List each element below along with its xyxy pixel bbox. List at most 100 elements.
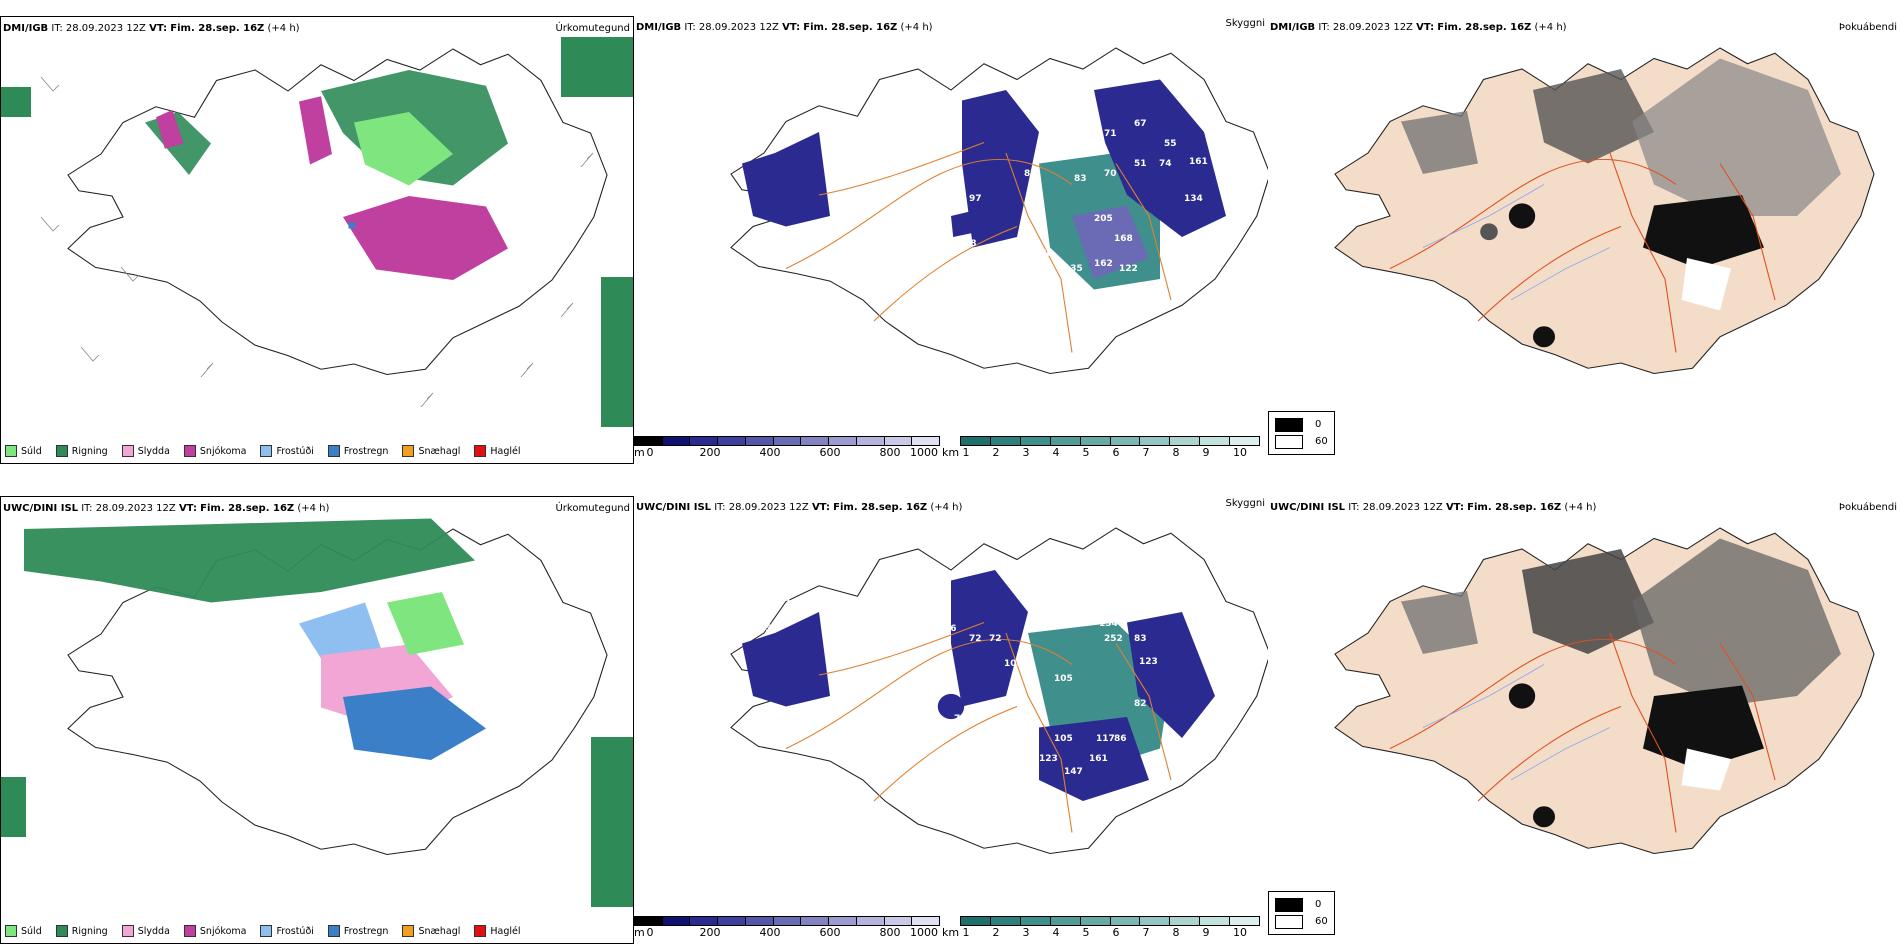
ceiling-value: 56 [944,624,957,634]
panel-title: UWC/DINI ISL IT: 28.09.2023 12Z VT: Fim.… [3,503,330,514]
panel-title: DMI/IGB IT: 28.09.2023 12Z VT: Fim. 28.s… [636,22,933,33]
ceiling-value: 70 [954,714,967,724]
ceiling-value: 71 [1104,129,1117,139]
ceiling-value: 72 [969,634,982,644]
precip-type-panel-bottom: UWC/DINI ISL IT: 28.09.2023 12Z VT: Fim.… [0,496,634,944]
ceiling-value-labels: 91 89 70 78 80 87 71 67 80 83 70 51 55 7… [734,99,1208,304]
ceiling-value: 97 [969,194,982,204]
precip-legend: Súld Rigning Slydda Snjókoma Frostúði Fr… [5,925,521,937]
legend-item: Slydda [121,925,170,937]
legend-item: Rigning [55,925,108,937]
panel-title: UWC/DINI ISL IT: 28.09.2023 12Z VT: Fim.… [1270,502,1597,513]
ceiling-value: 161 [1189,157,1208,167]
ceiling-colorbar-labels: m 0 200 400 600 800 1000 [634,446,938,459]
ceiling-value: 205 [1094,214,1113,224]
ceiling-value-labels: 75 70 85 73 56 72 72 118 121 83 71 73 15… [759,584,1158,777]
ceiling-colorbar-labels: m 0 200 400 600 800 1000 [634,926,938,939]
legend-item: 60 [1275,913,1328,930]
legend-item: Súld [5,925,42,937]
ceiling-value: 80 [1054,134,1067,144]
param-name: Skyggni [1225,18,1265,29]
ceiling-value: 82 [1024,169,1037,179]
precip-legend: Súld Rigning Slydda Snjókoma Frostúði Fr… [5,445,521,457]
ceiling-value: 82 [1134,699,1147,709]
ceiling-value: 123 [1039,754,1058,764]
legend-swatch [402,925,415,937]
ceiling-value: 73 [1129,589,1142,599]
ceiling-map: 91 89 70 78 80 87 71 67 80 83 70 51 55 7… [730,47,1268,375]
legend-item: Haglél [474,925,521,937]
legend-item: 60 [1275,433,1328,450]
legend-swatch [1275,897,1303,912]
legend-item: Snæhagl [402,925,460,937]
ceiling-value: 86 [1114,734,1127,744]
ceiling-value: 70 [1104,169,1117,179]
ceiling-value: 83 [1134,634,1147,644]
ceiling-value: 88 [964,239,977,249]
ceiling-value: 67 [1134,119,1147,129]
panel-title: DMI/IGB IT: 28.09.2023 12Z VT: Fim. 28.s… [1270,22,1567,33]
ceiling-value: 83 [1074,174,1087,184]
ceiling-value: 83 [1084,589,1097,599]
ceiling-value: 118 [1034,599,1053,609]
legend-swatch [260,445,273,457]
precip-map [1,518,633,907]
legend-item: Snjókoma [183,925,246,937]
ceiling-value: 105 [1054,734,1073,744]
ceiling-value: 85 [759,624,772,634]
ceiling-colorbar: m 0 200 400 600 800 1000 [634,436,940,460]
legend-swatch [1275,914,1303,929]
legend-item: Slydda [121,445,170,457]
ceiling-value: 117 [1096,734,1115,744]
ceiling-colorbar-swatches [634,436,940,446]
legend-item: Snæhagl [402,445,460,457]
ceiling-value: 147 [1064,767,1083,777]
legend-swatch [402,445,415,457]
legend-swatch [1275,417,1303,432]
ceiling-value: 252 [1104,634,1123,644]
ceiling-value: 154 [1099,619,1118,629]
ceiling-value: 123 [1139,657,1158,667]
fog-map [1334,47,1875,375]
visibility-colorbar: km 1 2 3 4 5 6 7 8 9 10 [942,916,1260,940]
ceiling-value: 55 [1164,139,1177,149]
ceiling-value: 89 [794,124,807,134]
ceiling-value: 168 [1114,234,1133,244]
legend-item: Frostregn [327,925,388,937]
param-name: Þokuábendi [1838,502,1897,513]
legend-swatch [121,925,134,937]
ceiling-value: 71 [1104,589,1117,599]
ceiling-value: 105 [1054,674,1073,684]
param-name: Úrkomutegund [555,503,630,514]
ceiling-value: 134 [1184,194,1203,204]
legend-swatch [474,925,487,937]
ceiling-value: 78 [1024,99,1037,109]
ceiling-value: 74 [1019,737,1032,747]
legend-swatch [5,445,17,457]
legend-swatch [55,445,68,457]
legend-swatch [55,925,68,937]
visibility-colorbar-swatches [960,436,1260,446]
fog-map [1334,527,1875,855]
precip-type-panel-top: DMI/IGB IT: 28.09.2023 12Z VT: Fim. 28.s… [0,16,634,464]
ceiling-value: 136 [1019,264,1038,274]
ceiling-visibility-panel-bottom: UWC/DINI ISL IT: 28.09.2023 12Z VT: Fim.… [634,496,1268,944]
ceiling-colorbar: m 0 200 400 600 800 1000 [634,916,940,940]
legend-swatch [474,445,487,457]
legend-swatch [327,925,340,937]
ceiling-value: 162 [1094,259,1113,269]
ceiling-visibility-panel-top: DMI/IGB IT: 28.09.2023 12Z VT: Fim. 28.s… [634,16,1268,464]
legend-item: Frostúði [260,445,314,457]
ceiling-colorbar-swatches [634,916,940,926]
legend-swatch [121,445,134,457]
legend-item: Rigning [55,445,108,457]
fog-indicator-panel-top: DMI/IGB IT: 28.09.2023 12Z VT: Fim. 28.s… [1268,16,1900,464]
param-name: Þokuábendi [1838,22,1897,33]
ceiling-value: 72 [989,634,1002,644]
legend-item: 0 [1275,416,1328,433]
ceiling-map: 75 70 85 73 56 72 72 118 121 83 71 73 15… [730,527,1268,855]
legend-item: Haglél [474,445,521,457]
ceiling-value: 176 [1034,249,1053,259]
fog-legend: 0 60 [1268,891,1335,935]
visibility-colorbar-labels: km 1 2 3 4 5 6 7 8 9 10 [942,446,1247,459]
